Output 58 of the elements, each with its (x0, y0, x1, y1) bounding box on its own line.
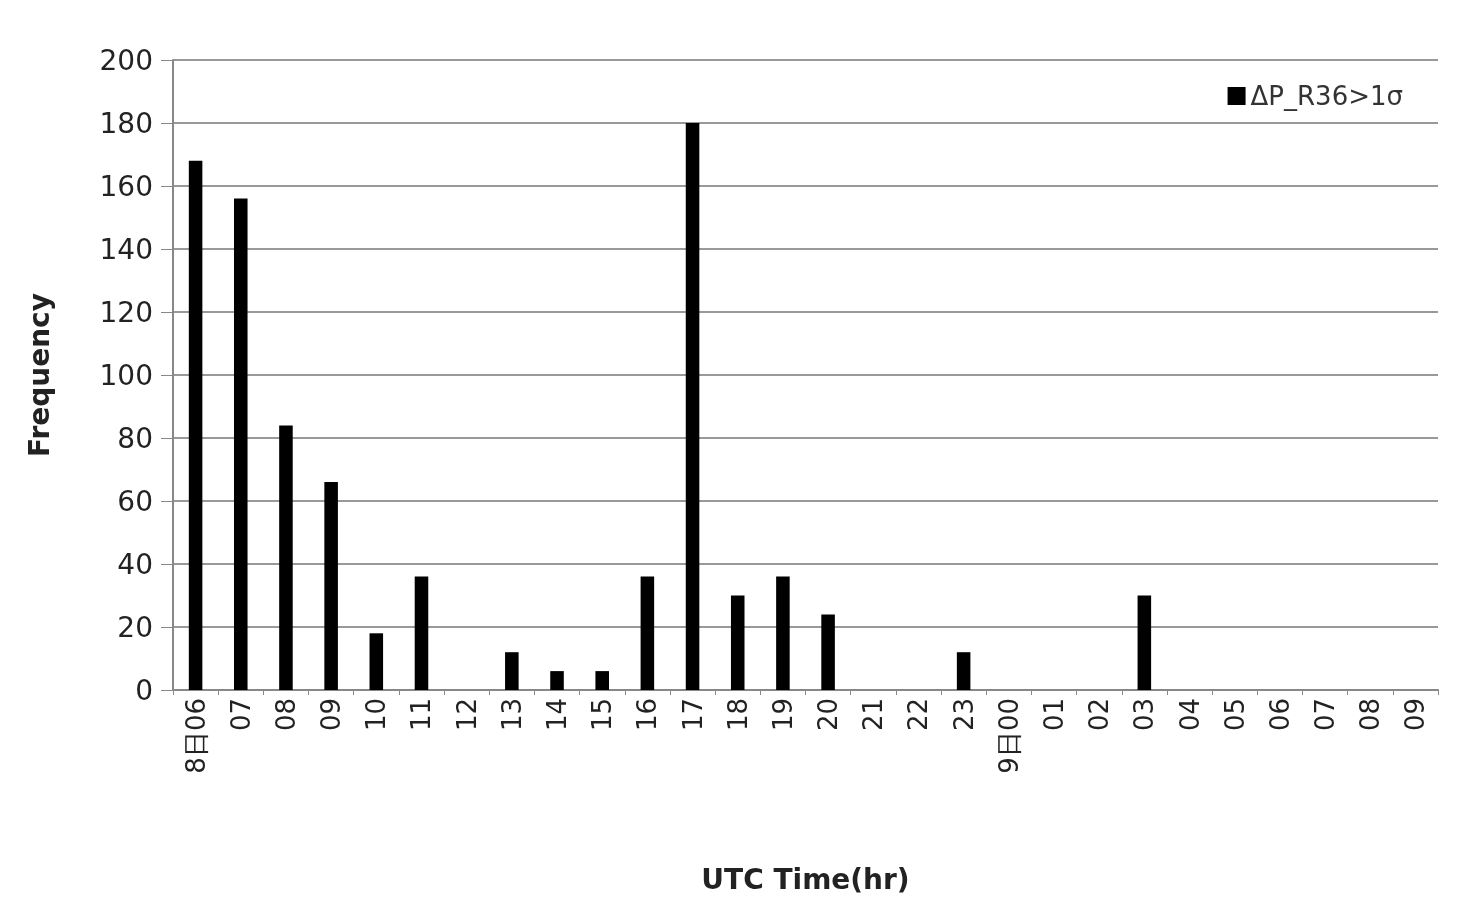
bar (279, 425, 293, 690)
x-tick-label: 09 (1400, 698, 1431, 732)
x-tick-label: 09 (316, 698, 347, 732)
bar (505, 652, 519, 690)
x-tick-label: 07 (225, 698, 256, 732)
x-tick-label: 22 (903, 698, 934, 732)
x-tick-label: 16 (632, 698, 663, 732)
y-tick-label: 0 (135, 673, 153, 707)
x-tick-label: 07 (1310, 698, 1341, 732)
x-tick-label: 23 (948, 698, 979, 732)
x-tick-label: 21 (858, 698, 889, 732)
y-tick-label: 120 (99, 295, 153, 329)
x-tick-label: 04 (1174, 698, 1205, 732)
x-tick-label: 01 (1038, 698, 1069, 732)
x-tick-label: 18 (722, 698, 753, 732)
bar (414, 576, 429, 690)
x-tick-label: 02 (1084, 698, 1115, 732)
x-tick-label: 11 (406, 698, 437, 732)
bar (776, 576, 790, 690)
x-tick-label: 12 (451, 698, 482, 732)
x-tick-label: 15 (587, 698, 618, 732)
x-tick-label: 20 (813, 698, 844, 732)
bar (550, 671, 564, 690)
bar (1137, 595, 1152, 690)
bar (233, 198, 248, 690)
y-tick-label: 200 (99, 43, 153, 77)
y-tick-label: 100 (99, 358, 153, 392)
x-axis-title: UTC Time(hr) (701, 862, 910, 896)
y-tick-label: 20 (117, 610, 153, 644)
y-tick-label: 140 (99, 232, 153, 266)
x-tick-label: 10 (361, 698, 392, 732)
x-tick-label: 19 (767, 698, 798, 732)
x-tick-label: 06 (1264, 698, 1295, 732)
x-tick-label: 03 (1129, 698, 1160, 732)
y-tick-label: 180 (99, 106, 153, 140)
bar (369, 633, 384, 690)
y-tick-label: 160 (99, 169, 153, 203)
bar (324, 482, 338, 690)
x-tick-label: 17 (677, 698, 708, 732)
bar (595, 671, 609, 690)
bar (821, 614, 835, 690)
y-axis-title: Frequency (22, 293, 56, 457)
bar (188, 160, 203, 690)
bar (640, 576, 655, 690)
x-tick-label: 8日06 (180, 698, 211, 774)
y-tick-label: 60 (117, 484, 153, 518)
bar (956, 652, 971, 690)
x-tick-label: 13 (496, 698, 527, 732)
x-tick-label: 08 (1355, 698, 1386, 732)
bar (730, 595, 745, 690)
x-tick-label: 08 (270, 698, 301, 732)
x-tick-label: 9日00 (993, 698, 1024, 774)
x-tick-label: 14 (542, 698, 573, 732)
x-tick-label: 05 (1219, 698, 1250, 732)
bar (685, 123, 700, 690)
y-tick-label: 40 (117, 547, 153, 581)
y-tick-label: 80 (117, 421, 153, 455)
legend-label: ΔP_R36>1σ (1250, 81, 1403, 111)
